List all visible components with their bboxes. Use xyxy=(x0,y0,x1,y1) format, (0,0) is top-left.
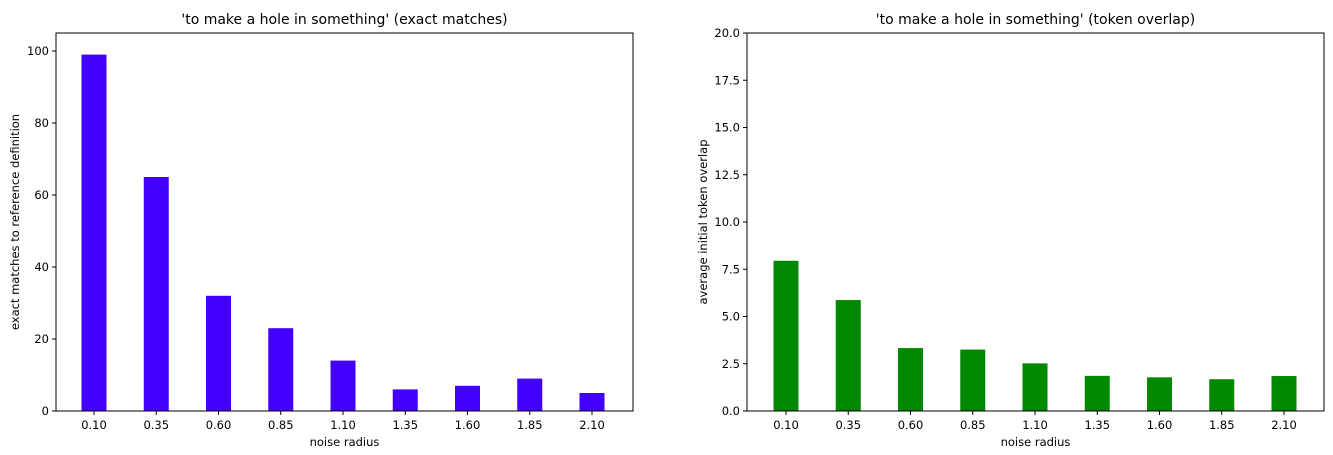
x-tick-label: 2.10 xyxy=(1271,418,1297,432)
x-tick-label: 1.85 xyxy=(517,418,543,432)
chart-title: 'to make a hole in something' (token ove… xyxy=(876,12,1195,28)
x-tick-label: 1.10 xyxy=(1022,418,1048,432)
bar-0.10 xyxy=(773,260,799,411)
y-tick-label: 15.0 xyxy=(714,121,740,135)
x-axis-label: noise radius xyxy=(310,435,380,449)
x-tick-label: 0.60 xyxy=(898,418,924,432)
chart-exact-matches: 'to make a hole in something' (exact mat… xyxy=(8,12,634,449)
x-axis-ticks: 0.10 0.35 0.60 0.85 1.10 1.35 1.60 1.85 2.10 xyxy=(81,411,605,432)
y-tick-label: 0.0 xyxy=(722,404,740,418)
y-tick-label: 0 xyxy=(42,404,49,418)
y-axis-label: exact matches to reference definition xyxy=(8,114,22,330)
plot-frame xyxy=(746,32,1325,412)
y-tick-label: 12.5 xyxy=(714,168,740,182)
y-tick-label: 100 xyxy=(27,44,49,58)
y-tick-label: 40 xyxy=(34,260,49,274)
x-tick-label: 1.60 xyxy=(1147,418,1173,432)
bar-2.10 xyxy=(579,393,605,411)
y-tick-label: 20 xyxy=(34,332,49,346)
bar-1.35 xyxy=(392,389,418,411)
x-tick-label: 0.35 xyxy=(143,418,169,432)
bar-0.35 xyxy=(143,177,169,411)
y-tick-label: 60 xyxy=(34,188,49,202)
bars xyxy=(773,260,1297,411)
bar-1.10 xyxy=(330,360,356,411)
y-axis-ticks: 0.0 2.5 5.0 7.5 10.0 12.5 15.0 17.5 20.0 xyxy=(714,26,747,418)
chart-title: 'to make a hole in something' (exact mat… xyxy=(181,12,507,28)
y-tick-label: 7.5 xyxy=(722,262,740,276)
x-tick-label: 2.10 xyxy=(579,418,605,432)
bar-1.60 xyxy=(455,385,480,411)
chart-token-overlap: 'to make a hole in something' (token ove… xyxy=(696,12,1325,449)
x-tick-label: 1.35 xyxy=(1084,418,1110,432)
bar-0.85 xyxy=(960,349,986,411)
y-tick-label: 5.0 xyxy=(722,310,740,324)
bars xyxy=(81,54,605,411)
x-tick-label: 1.35 xyxy=(392,418,418,432)
plot-frame xyxy=(55,32,634,412)
x-tick-label: 0.85 xyxy=(268,418,294,432)
bar-0.35 xyxy=(835,300,861,411)
bar-1.10 xyxy=(1022,363,1048,411)
x-axis-label: noise radius xyxy=(1001,435,1071,449)
x-axis-ticks: 0.10 0.35 0.60 0.85 1.10 1.35 1.60 1.85 2.10 xyxy=(773,411,1297,432)
x-tick-label: 1.85 xyxy=(1209,418,1235,432)
x-tick-label: 1.60 xyxy=(455,418,481,432)
x-tick-label: 0.35 xyxy=(835,418,861,432)
bar-1.60 xyxy=(1147,377,1172,411)
bar-1.35 xyxy=(1084,375,1110,411)
y-axis-ticks: 0 20 40 60 80 100 xyxy=(27,44,56,418)
bar-0.60 xyxy=(206,295,231,411)
bar-1.85 xyxy=(517,378,543,411)
y-tick-label: 17.5 xyxy=(714,73,740,87)
x-tick-label: 1.10 xyxy=(330,418,356,432)
x-tick-label: 0.85 xyxy=(960,418,986,432)
x-tick-label: 0.10 xyxy=(773,418,799,432)
y-tick-label: 2.5 xyxy=(722,357,740,371)
y-tick-label: 10.0 xyxy=(714,215,740,229)
y-axis-label: average initial token overlap xyxy=(696,139,710,304)
x-tick-label: 0.60 xyxy=(206,418,232,432)
bar-0.85 xyxy=(268,328,294,411)
bar-1.85 xyxy=(1209,379,1235,411)
x-tick-label: 0.10 xyxy=(81,418,107,432)
bar-2.10 xyxy=(1271,376,1297,411)
bar-0.60 xyxy=(898,348,923,411)
y-tick-label: 80 xyxy=(34,116,49,130)
bar-0.10 xyxy=(81,54,107,411)
y-tick-label: 20.0 xyxy=(714,26,740,40)
